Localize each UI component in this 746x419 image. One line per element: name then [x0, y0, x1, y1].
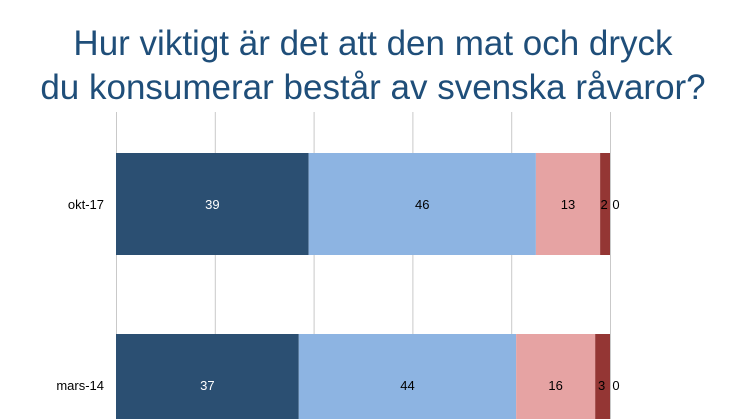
data-label: 3	[598, 378, 605, 393]
bar-segment	[308, 153, 536, 255]
category-label: okt-17	[68, 197, 104, 212]
bar-segment	[298, 334, 517, 419]
bar-segment	[595, 334, 610, 419]
bar-segment	[600, 153, 610, 255]
chart-title-line-1: Hur viktigt är det att den mat och dryck	[73, 24, 673, 63]
data-label: 13	[561, 197, 575, 212]
data-label: 39	[205, 197, 219, 212]
bar-segment	[116, 334, 299, 419]
data-label: 0	[612, 378, 619, 393]
data-labels: 39 46 13 2 037 44 16 3 0	[200, 197, 619, 393]
data-label: 0	[612, 197, 619, 212]
data-label: 44	[400, 378, 414, 393]
bars	[116, 153, 610, 419]
category-label: mars-14	[56, 378, 104, 393]
chart-title: Hur viktigt är det att den mat och dryck…	[0, 22, 746, 110]
chart-title-line-2: du konsumerar består av svenska råvaror?	[40, 68, 706, 107]
data-label: 46	[415, 197, 429, 212]
data-label: 2	[600, 197, 607, 212]
category-labels: okt-17 mars-14	[56, 197, 104, 393]
bar-segment	[516, 334, 596, 419]
bar-segment	[535, 153, 601, 255]
data-label: 37	[200, 378, 214, 393]
data-label: 16	[548, 378, 562, 393]
bar-segment	[116, 153, 309, 255]
